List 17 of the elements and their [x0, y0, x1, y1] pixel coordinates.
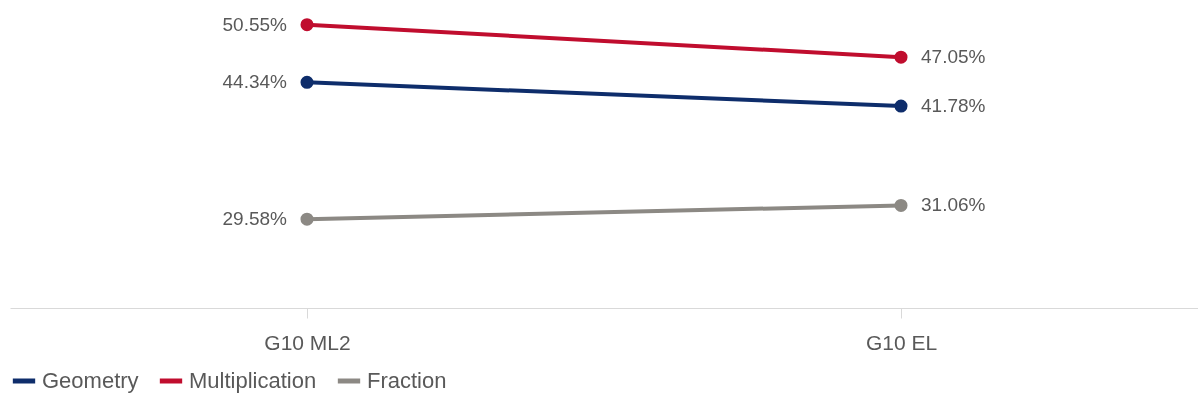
point	[894, 99, 908, 113]
point	[300, 18, 314, 32]
data-label: 29.58%	[222, 208, 288, 230]
point	[894, 50, 908, 64]
data-label: 31.06%	[921, 194, 986, 216]
legend-label: Fraction	[367, 368, 447, 393]
x-tick-label: G10 ML2	[264, 330, 351, 354]
point	[300, 212, 314, 226]
point	[300, 75, 314, 89]
legend-label: Multiplication	[189, 368, 317, 393]
data-label: 44.34%	[222, 71, 288, 93]
point	[894, 198, 908, 212]
data-label: 41.78%	[921, 95, 986, 117]
legend-label: Geometry	[42, 368, 139, 393]
x-tick-label: G10 EL	[865, 330, 938, 354]
data-label: 50.55%	[222, 13, 288, 35]
data-label: 47.05%	[921, 46, 986, 68]
